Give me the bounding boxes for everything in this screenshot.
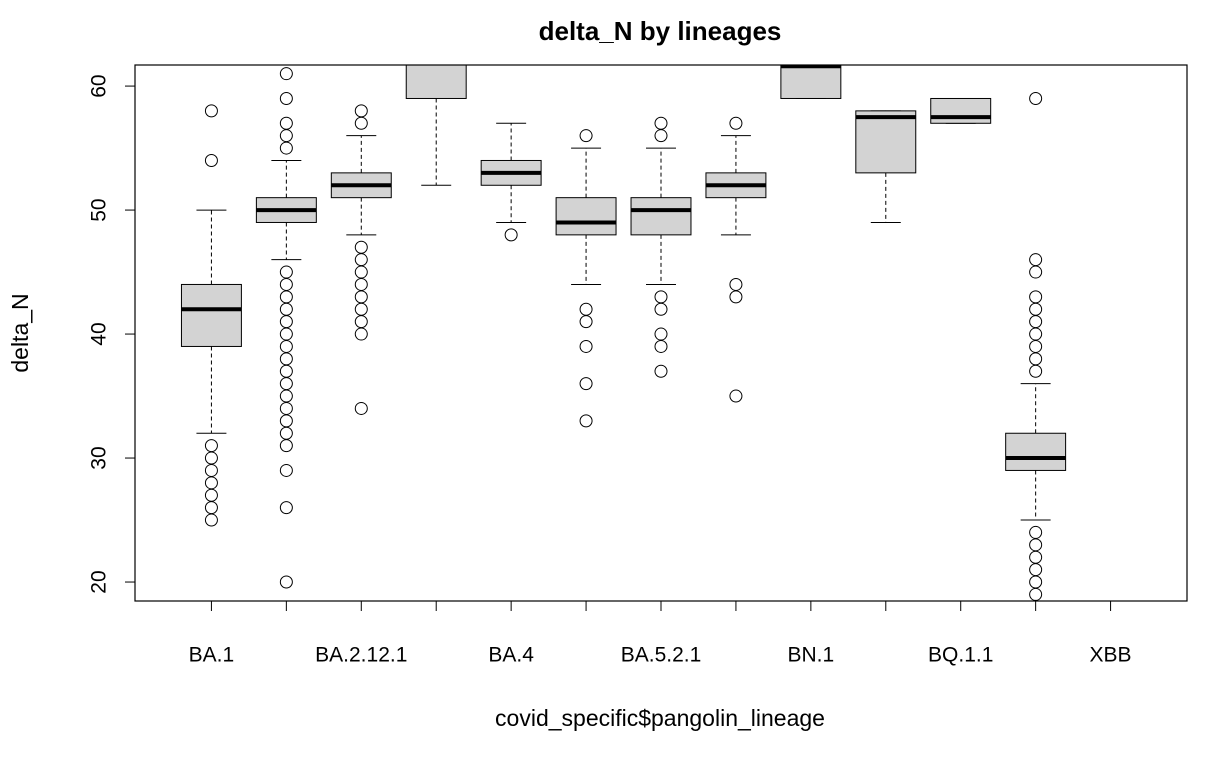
outlier [279, 141, 293, 155]
outlier [729, 290, 743, 304]
x-axis-label: covid_specific$pangolin_lineage [495, 705, 825, 731]
box [180, 283, 242, 347]
outlier [279, 501, 293, 515]
box [630, 197, 692, 236]
x-tick-label: BA.5.2.1 [621, 644, 702, 667]
x-tick-label: BA.2.12.1 [315, 644, 407, 667]
box [780, 65, 842, 99]
outlier [579, 129, 593, 143]
outlier [654, 364, 668, 378]
outlier [654, 129, 668, 143]
box [855, 110, 917, 174]
y-tick-label: 20 [88, 570, 111, 593]
y-tick-label: 30 [88, 446, 111, 469]
outlier [279, 463, 293, 477]
outlier [1029, 91, 1043, 105]
y-tick-label: 40 [88, 322, 111, 345]
chart-title: delta_N by lineages [539, 16, 782, 46]
x-tick-label: BN.1 [788, 644, 835, 667]
y-tick-label: 50 [88, 198, 111, 221]
x-tick-label: BA.1 [189, 644, 235, 667]
outlier [354, 401, 368, 415]
outlier [579, 414, 593, 428]
outlier [579, 377, 593, 391]
outlier [729, 116, 743, 130]
outlier [1029, 265, 1043, 279]
x-tick-label: XBB [1090, 644, 1132, 667]
outlier [279, 439, 293, 453]
x-tick-label: BA.4 [488, 644, 534, 667]
outlier [654, 302, 668, 316]
outlier [654, 339, 668, 353]
outlier [204, 153, 218, 167]
y-axis-label: delta_N [7, 293, 33, 372]
box [930, 97, 992, 124]
outlier [579, 315, 593, 329]
outlier [729, 389, 743, 403]
outlier [204, 513, 218, 527]
outlier [279, 67, 293, 81]
outlier [279, 575, 293, 589]
box [1005, 432, 1067, 471]
outlier [1029, 364, 1043, 378]
outlier [579, 339, 593, 353]
box [405, 65, 467, 99]
box [555, 197, 617, 236]
outlier [279, 91, 293, 105]
outlier [354, 327, 368, 341]
plot-area [180, 65, 1067, 601]
outlier [204, 104, 218, 118]
outlier [504, 228, 518, 242]
outlier [354, 116, 368, 130]
y-tick-label: 60 [88, 74, 111, 97]
x-tick-label: BQ.1.1 [928, 644, 993, 667]
